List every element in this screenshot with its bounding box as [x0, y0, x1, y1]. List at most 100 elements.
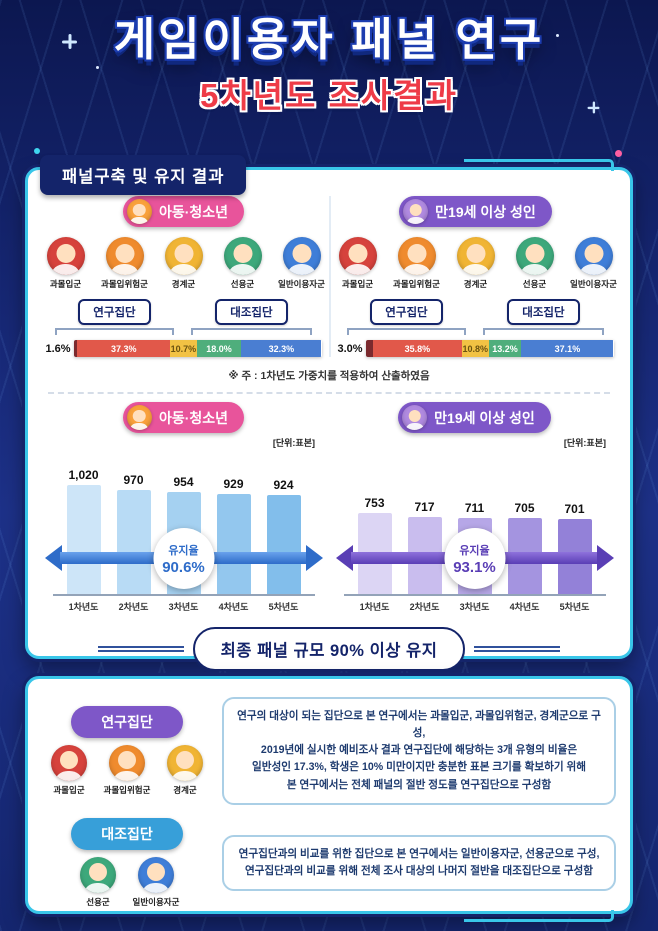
bar-value-label: 717 [414, 500, 435, 514]
main-title: 게임이용자 패널 연구 [113, 14, 545, 65]
first-segment-label: 1.6% [45, 342, 71, 355]
section-divider [48, 392, 610, 394]
group-badge-adults: 만19세 이상 성인 [399, 196, 552, 227]
general-user-group-icon [282, 237, 321, 275]
user-type-boundary-group: 경계군 [158, 744, 212, 796]
user-type-over-immersion-group: 과몰입군 [330, 237, 386, 290]
section-header-badge: 패널구축 및 유지 결과 [40, 155, 247, 195]
control-group-badge: 대조집단 [71, 817, 183, 850]
user-type-over-immersion-risk-group: 과몰입위험군 [97, 237, 153, 290]
bar-value-label: 924 [273, 478, 294, 492]
arrow-head-left-icon [335, 545, 353, 571]
x-axis-label: 3차년도 [459, 602, 490, 612]
bar-segment-과몰입위험군: 37.3% [77, 340, 171, 357]
control-group-pill: 대조집단 [507, 299, 580, 325]
control-group-pill: 대조집단 [215, 299, 288, 325]
icon-label: 경계군 [171, 279, 196, 289]
user-type-healthy-use-group: 선용군 [215, 237, 271, 290]
control-group-bracket: 대조집단 [182, 299, 320, 335]
plot-area: 1,020 970 954 929 924 유지율 90.6% [44, 462, 323, 596]
plot-area: 753 717 711 705 701 유지율 93.1% [335, 462, 614, 596]
control-group-description: 연구집단과의 비교를 위한 집단으로 본 연구에서는 일반이용자군, 선용군으로… [222, 834, 616, 891]
chart-badge-children: 아동·청소년 [122, 402, 245, 433]
arrow-head-right-icon [596, 545, 614, 571]
healthy-use-group-icon [223, 237, 262, 275]
child-avatar-icon [126, 199, 152, 224]
user-type-general-user-group: 일반이용자군 [566, 237, 622, 290]
decorative-star [556, 34, 559, 37]
x-axis-label: 4차년도 [509, 602, 540, 612]
user-type-general-user-group: 일반이용자군 [274, 237, 330, 290]
boundary-group-icon [456, 237, 495, 275]
composition-bar-row: 3.0% 35.8% 10.8% 13.2% 37.1% [330, 340, 622, 357]
x-axis-label: 1차년도 [68, 602, 99, 612]
bar-value-label: 705 [514, 501, 535, 515]
over-immersion-risk-group-icon [105, 237, 144, 275]
bracket-line [346, 328, 467, 335]
summary-row: 최종 패널 규모 90% 이상 유지 [28, 627, 630, 671]
chart-badge-label: 만19세 이상 성인 [434, 409, 535, 426]
retention-rate-badge: 유지율 90.6% [153, 528, 214, 589]
decorative-dot [615, 150, 622, 157]
research-group-row: 연구집단 과몰입군 과몰입위험군 경계군 연구의 대상이 되는 집단으로 본 연구에… [28, 697, 630, 805]
retention-rate-value: 93.1% [453, 558, 496, 576]
icon-label: 과몰입위험군 [393, 279, 440, 289]
stacked-bar-adults: 35.8% 10.8% 13.2% 37.1% [365, 340, 614, 357]
group-brackets: 연구집단 대조집단 [339, 299, 613, 335]
bracket-line [482, 328, 605, 335]
x-axis-labels: 1차년도 2차년도 3차년도 4차년도 5차년도 [53, 600, 315, 613]
summary-line [97, 646, 184, 652]
x-axis-label: 5차년도 [559, 602, 590, 612]
icon-label: 과몰입위험군 [101, 279, 148, 289]
arrow-head-left-icon [44, 545, 62, 571]
summary-pill: 최종 패널 규모 90% 이상 유지 [192, 627, 466, 671]
bar-segment-경계군: 10.8% [461, 340, 489, 357]
composition-columns: 아동·청소년 과몰입군 과몰입위험군 경계군 선용군 일반이용자군 연구집단 대조집단 … [28, 170, 630, 357]
corner-decoration [464, 910, 614, 922]
retention-rate-value: 90.6% [162, 558, 205, 576]
healthy-use-group-icon [80, 856, 116, 893]
group-badge-label: 아동·청소년 [158, 203, 229, 220]
bar-value-label: 1,020 [68, 468, 99, 482]
over-immersion-group-icon [338, 237, 377, 275]
icon-label: 선용군 [86, 896, 110, 907]
corner-decoration [464, 159, 614, 171]
user-type-boundary-group: 경계군 [156, 237, 212, 290]
over-immersion-risk-group-icon [109, 744, 145, 781]
research-group-bracket: 연구집단 [339, 299, 475, 335]
group-badge-label: 만19세 이상 성인 [435, 203, 536, 220]
decorative-dot [34, 148, 40, 154]
group-definition-section: 연구집단 과몰입군 과몰입위험군 경계군 연구의 대상이 되는 집단으로 본 연구에… [25, 676, 633, 922]
general-user-group-icon [574, 237, 613, 275]
x-axis-labels: 1차년도 2차년도 3차년도 4차년도 5차년도 [344, 600, 606, 613]
retention-rate-label: 유지율 [168, 544, 199, 557]
retention-rate-badge: 유지율 93.1% [444, 528, 505, 589]
child-avatar-icon [126, 405, 152, 430]
bar-value-label: 701 [564, 502, 585, 516]
over-immersion-group-icon [46, 237, 85, 275]
icon-label: 선용군 [230, 279, 255, 289]
icon-label: 과몰입군 [341, 279, 374, 289]
user-type-over-immersion-risk-group: 과몰입위험군 [389, 237, 445, 290]
bar-1차년도: 1,020 [66, 468, 101, 594]
x-axis-label: 5차년도 [268, 602, 299, 612]
bar-segment-선용군: 18.0% [196, 340, 242, 357]
bar-4차년도: 929 [216, 477, 251, 594]
research-group-bracket: 연구집단 [47, 299, 183, 335]
group-brackets: 연구집단 대조집단 [47, 299, 321, 335]
bracket-line [190, 328, 313, 335]
bar-value-label: 753 [364, 496, 385, 510]
bar-5차년도: 924 [266, 478, 301, 594]
user-type-general-user-group: 일반이용자군 [129, 856, 183, 908]
x-axis-label: 4차년도 [218, 602, 249, 612]
bar-segment-일반이용자군: 32.3% [241, 340, 322, 357]
chart-badge-adults: 만19세 이상 성인 [398, 402, 551, 433]
icon-label: 일반이용자군 [570, 279, 617, 289]
title-block: 게임이용자 패널 연구 5차년도 조사결과 [0, 16, 658, 117]
control-group-bracket: 대조집단 [474, 299, 612, 335]
research-group-pill: 연구집단 [370, 299, 443, 325]
research-group-icons: 과몰입군 과몰입위험군 경계군 [42, 744, 212, 796]
research-group-description: 연구의 대상이 되는 집단으로 본 연구에서는 과몰입군, 과몰입위험군, 경계… [222, 697, 616, 805]
sub-title: 5차년도 조사결과 [199, 77, 459, 115]
summary-line [474, 646, 561, 652]
